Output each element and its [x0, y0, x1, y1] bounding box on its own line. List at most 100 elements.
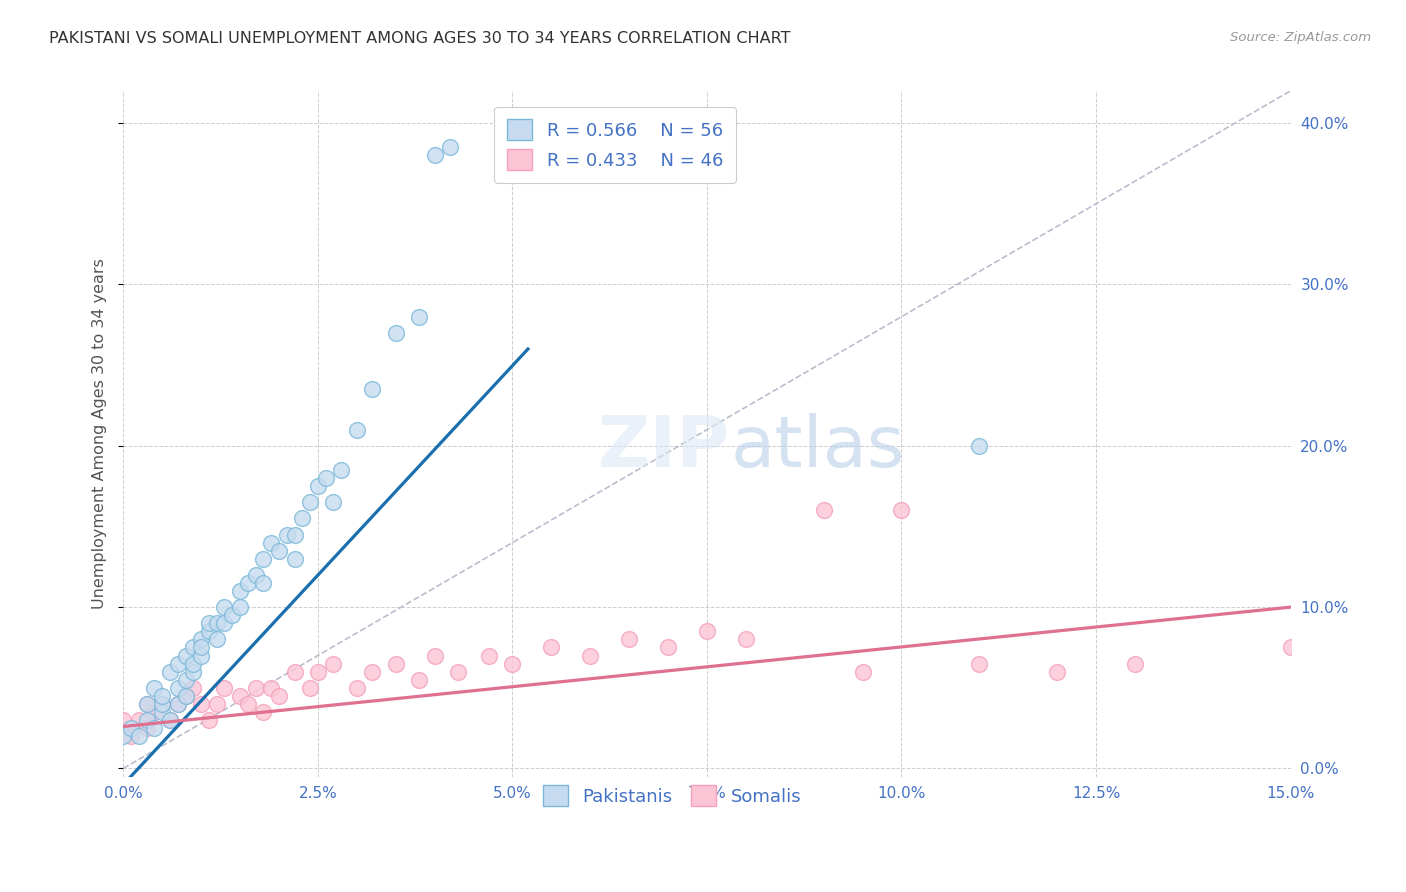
Point [252, 551, 274, 566]
Point [190, 632, 212, 647]
Point [813, 503, 835, 517]
Point [283, 551, 305, 566]
Point [439, 140, 461, 154]
Point [166, 697, 188, 711]
Point [260, 681, 283, 695]
Point [245, 681, 267, 695]
Point [283, 665, 305, 679]
Point [159, 713, 181, 727]
Point [969, 657, 991, 671]
Point [236, 697, 259, 711]
Point [143, 721, 166, 735]
Point [969, 439, 991, 453]
Point [229, 584, 252, 599]
Point [252, 575, 274, 590]
Point [408, 310, 430, 324]
Point [617, 632, 640, 647]
Point [120, 729, 142, 743]
Point [696, 624, 718, 639]
Point [384, 326, 406, 340]
Point [112, 713, 135, 727]
Point [361, 382, 384, 396]
Point [159, 713, 181, 727]
Point [112, 729, 135, 743]
Point [159, 665, 181, 679]
Point [190, 648, 212, 663]
Point [174, 689, 197, 703]
Point [322, 657, 344, 671]
Point [423, 148, 446, 162]
Point [205, 616, 228, 631]
Point [135, 697, 157, 711]
Point [166, 697, 188, 711]
Point [408, 673, 430, 687]
Point [183, 681, 205, 695]
Point [128, 729, 150, 743]
Point [236, 575, 259, 590]
Legend: Pakistanis, Somalis: Pakistanis, Somalis [530, 772, 814, 819]
Point [143, 681, 166, 695]
Point [229, 689, 252, 703]
Point [245, 567, 267, 582]
Point [135, 713, 157, 727]
Point [307, 665, 329, 679]
Point [283, 527, 305, 541]
Point [447, 665, 470, 679]
Point [205, 632, 228, 647]
Point [183, 665, 205, 679]
Y-axis label: Unemployment Among Ages 30 to 34 years: Unemployment Among Ages 30 to 34 years [93, 259, 107, 609]
Point [174, 673, 197, 687]
Point [299, 681, 322, 695]
Point [174, 648, 197, 663]
Point [214, 600, 236, 615]
Point [128, 713, 150, 727]
Point [1046, 665, 1069, 679]
Point [143, 705, 166, 719]
Point [183, 640, 205, 655]
Point [267, 689, 290, 703]
Point [734, 632, 756, 647]
Point [346, 681, 368, 695]
Point [330, 463, 353, 477]
Point [346, 423, 368, 437]
Point [174, 689, 197, 703]
Point [501, 148, 523, 162]
Point [361, 665, 384, 679]
Point [384, 657, 406, 671]
Point [478, 648, 501, 663]
Point [198, 616, 221, 631]
Point [852, 665, 875, 679]
Point [291, 511, 314, 525]
Point [150, 705, 173, 719]
Point [166, 681, 188, 695]
Point [1279, 640, 1302, 655]
Point [183, 657, 205, 671]
Point [501, 657, 523, 671]
Text: Source: ZipAtlas.com: Source: ZipAtlas.com [1230, 31, 1371, 45]
Point [190, 640, 212, 655]
Point [221, 608, 243, 623]
Point [229, 600, 252, 615]
Point [214, 616, 236, 631]
Point [150, 689, 173, 703]
Point [166, 657, 188, 671]
Text: PAKISTANI VS SOMALI UNEMPLOYMENT AMONG AGES 30 TO 34 YEARS CORRELATION CHART: PAKISTANI VS SOMALI UNEMPLOYMENT AMONG A… [49, 31, 790, 46]
Point [260, 535, 283, 549]
Point [205, 697, 228, 711]
Point [315, 471, 337, 485]
Point [120, 721, 142, 735]
Point [135, 721, 157, 735]
Point [252, 705, 274, 719]
Point [657, 640, 679, 655]
Point [190, 697, 212, 711]
Point [1123, 657, 1146, 671]
Point [135, 697, 157, 711]
Point [276, 527, 298, 541]
Point [540, 640, 562, 655]
Point [307, 479, 329, 493]
Point [579, 648, 602, 663]
Point [198, 624, 221, 639]
Point [214, 681, 236, 695]
Point [890, 503, 912, 517]
Point [198, 713, 221, 727]
